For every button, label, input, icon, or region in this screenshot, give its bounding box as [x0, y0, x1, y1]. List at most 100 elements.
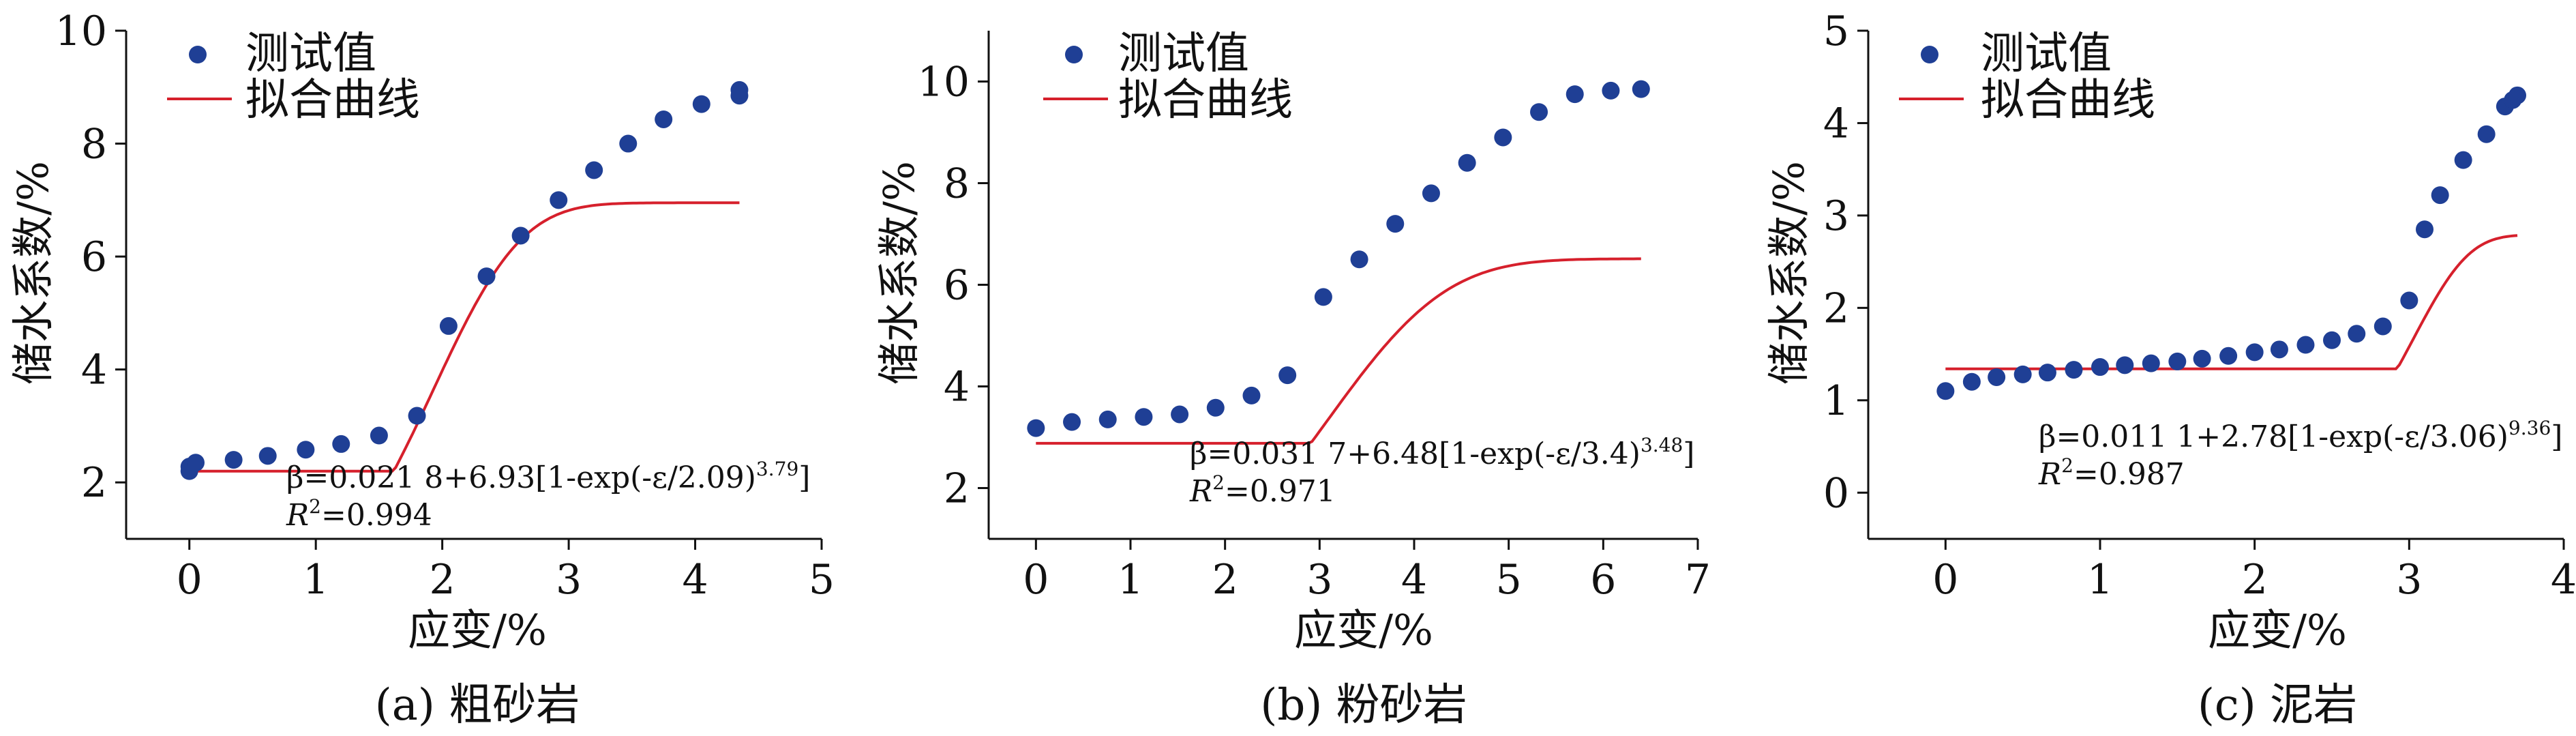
panel-b-equation: β=0.031 7+6.48[1-exp(-ε/3.4)3.48]	[1190, 434, 1694, 471]
data-point	[1386, 215, 1405, 233]
data-point	[550, 191, 568, 209]
y-tick-label: 0	[1823, 469, 1849, 517]
legend-points-label: 测试值	[1118, 29, 1249, 79]
data-point	[2296, 336, 2315, 354]
x-tick-label: 2	[430, 556, 455, 604]
y-tick-label: 3	[1823, 192, 1849, 240]
data-point	[1206, 398, 1225, 417]
x-tick-label: 5	[1496, 556, 1522, 604]
data-point	[585, 161, 603, 179]
x-tick-label: 4	[2551, 556, 2576, 604]
legend-points-marker	[1065, 46, 1083, 63]
data-point	[408, 407, 426, 425]
data-point	[1098, 410, 1117, 428]
data-point	[2038, 364, 2056, 382]
data-point	[2270, 340, 2288, 359]
x-tick-label: 2	[2242, 556, 2268, 604]
x-tick-label: 3	[2396, 556, 2422, 604]
data-point	[2400, 291, 2418, 310]
panel-c-caption: (c) 泥岩	[2198, 680, 2357, 731]
panel-a-caption: (a) 粗砂岩	[375, 680, 580, 731]
data-point	[692, 95, 710, 113]
panel-b-plot: 0 1 2 3 4 5 6 7 2 4 6 8 10	[918, 31, 1711, 604]
panel-c-ylabel: 储水系数/%	[1764, 161, 1814, 385]
data-point	[1242, 386, 1261, 404]
data-point	[2477, 125, 2496, 143]
y-tick-label: 6	[81, 233, 107, 281]
data-point	[1422, 184, 1440, 203]
y-tick-label: 1	[1823, 377, 1849, 425]
data-point	[2245, 343, 2264, 362]
data-point	[1988, 368, 2006, 386]
x-tick-label: 4	[682, 556, 708, 604]
data-point	[477, 267, 496, 286]
x-tick-label: 5	[809, 556, 835, 604]
x-tick-label: 3	[556, 556, 582, 604]
y-tick-label: 2	[81, 459, 107, 507]
data-point	[1632, 80, 1650, 98]
panel-c: 0 1 2 3 4 0 1 2 3 4 5 测试值 拟合曲线 β=0.011 1+2.78[1-ex…	[1764, 8, 2576, 731]
legend-points-label: 测试值	[245, 29, 376, 79]
data-point	[730, 80, 749, 99]
y-tick-label: 2	[944, 465, 970, 513]
data-point	[1278, 366, 1297, 385]
data-point	[1135, 408, 1153, 426]
fit-curve	[189, 201, 740, 473]
legend-fit-label: 拟合曲线	[245, 75, 420, 126]
x-tick-label: 0	[1023, 556, 1049, 604]
data-point	[1314, 288, 1332, 306]
data-point	[1936, 382, 1955, 400]
fit-curve	[1036, 257, 1641, 445]
panel-a-ylabel: 储水系数/%	[8, 161, 58, 385]
data-point	[1171, 405, 1189, 424]
panel-a-xlabel: 应变/%	[408, 605, 547, 655]
data-point	[619, 134, 638, 153]
legend-points-marker	[1921, 46, 1938, 63]
y-tick-label: 4	[1823, 100, 1849, 147]
data-point	[1494, 128, 1512, 147]
panel-c-equation: β=0.011 1+2.78[1-exp(-ε/3.06)9.36]	[2039, 417, 2562, 454]
data-point	[2193, 349, 2211, 368]
legend-points-label: 测试值	[1981, 29, 2112, 79]
data-point	[1458, 153, 1476, 172]
x-tick-label: 4	[1401, 556, 1427, 604]
x-tick-label: 1	[303, 556, 329, 604]
data-point	[655, 110, 673, 128]
data-point	[1566, 85, 1584, 104]
data-point	[2091, 358, 2109, 377]
data-point	[439, 317, 458, 335]
panel-c-xlabel: 应变/%	[2208, 605, 2347, 655]
data-point	[1602, 81, 1620, 100]
legend-fit-label: 拟合曲线	[1981, 75, 2155, 126]
data-point	[332, 435, 350, 453]
data-point	[1962, 372, 1981, 391]
panel-b-legend: 测试值 拟合曲线	[1043, 29, 1293, 126]
panel-a-equation: β=0.021 8+6.93[1-exp(-ε/2.09)3.79]	[286, 458, 810, 495]
x-tick-label: 0	[177, 556, 203, 604]
data-point	[2454, 151, 2472, 169]
y-tick-label: 10	[55, 8, 107, 55]
panel-a-r2: R2=0.994	[286, 495, 432, 533]
data-point	[2168, 352, 2187, 370]
data-point	[370, 426, 388, 445]
data-point	[2219, 347, 2238, 365]
panel-c-plot: 0 1 2 3 4 0 1 2 3 4 5	[1823, 8, 2576, 604]
data-point	[297, 441, 315, 459]
legend-points-marker	[189, 46, 207, 63]
data-point	[2142, 354, 2160, 372]
data-point	[511, 226, 530, 245]
panel-b-r2: R2=0.971	[1189, 471, 1336, 509]
y-tick-label: 4	[81, 347, 107, 394]
y-tick-label: 10	[918, 59, 970, 106]
y-tick-label: 4	[944, 364, 970, 411]
data-point	[2013, 365, 2032, 383]
data-point	[187, 454, 205, 472]
y-tick-label: 8	[81, 121, 107, 168]
panel-b: 0 1 2 3 4 5 6 7 2 4 6 8 10 测试值 拟合曲线 β=0.031 7+6.48[1…	[874, 29, 1711, 731]
data-point	[2065, 361, 2083, 379]
panel-b-caption: (b) 粉砂岩	[1260, 680, 1467, 731]
x-tick-label: 6	[1590, 556, 1616, 604]
y-tick-label: 8	[944, 160, 970, 208]
x-tick-label: 3	[1306, 556, 1332, 604]
